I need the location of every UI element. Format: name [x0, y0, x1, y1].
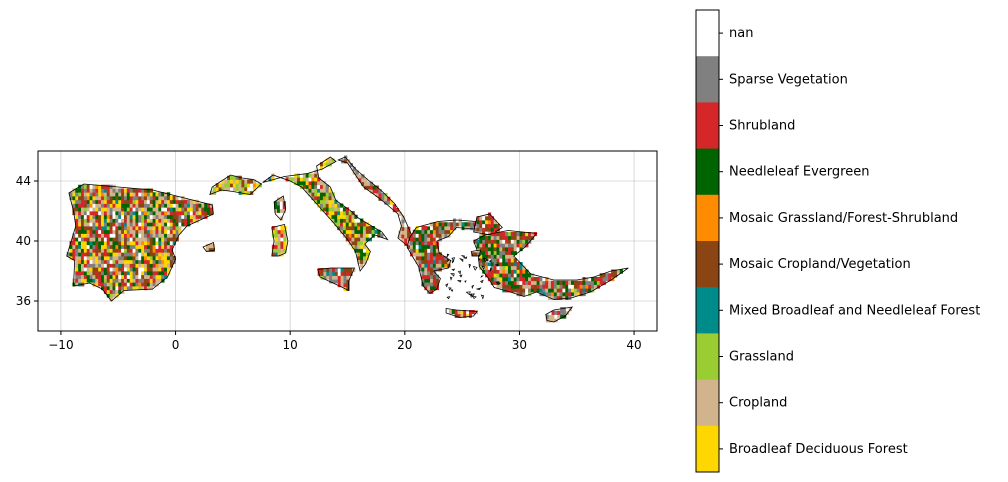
island-outline [494, 263, 499, 267]
island-outline [449, 276, 453, 281]
island-outline [481, 265, 485, 271]
land-region-corsica [273, 195, 287, 221]
island-outline [457, 270, 461, 275]
land-region-sardinia [271, 224, 289, 257]
colorbar-swatch [696, 425, 719, 473]
land-region-crete [445, 308, 479, 318]
x-tick-label: −10 [48, 338, 73, 352]
colorbar-swatch [696, 10, 719, 57]
island-outline [450, 273, 455, 277]
y-tick-label: 36 [16, 294, 31, 308]
colorbar-label: Needleleaf Evergreen [729, 165, 869, 180]
island-outline [457, 280, 462, 283]
x-tick-label: 20 [397, 338, 412, 352]
land-cover-raster [66, 155, 629, 323]
island-outline [488, 259, 492, 263]
land-region-france-south [209, 174, 263, 196]
y-tick-label: 44 [16, 174, 31, 188]
island-outline [469, 293, 472, 299]
island-outline [477, 254, 482, 258]
land-region-greece [406, 218, 477, 295]
colorbar-swatch [696, 194, 719, 242]
colorbar-labels: nan Sparse Vegetation Shrubland Needleleaf … [719, 26, 980, 457]
island-outline [475, 287, 482, 291]
island-outline [471, 293, 476, 298]
colorbar-swatch [696, 148, 719, 196]
colorbar-label: Shrubland [729, 119, 795, 134]
island-outline [480, 294, 485, 300]
island-outline [446, 253, 450, 258]
island-outline [471, 284, 475, 290]
island-outline [451, 260, 455, 264]
island-outline [472, 265, 478, 271]
y-axis: 36 40 44 [16, 174, 38, 308]
colorbar-swatch [696, 241, 719, 288]
island-outline [451, 257, 456, 262]
colorbar-label: Broadleaf Deciduous Forest [729, 442, 908, 457]
island-outline [446, 296, 451, 300]
island-outline [465, 291, 471, 296]
colorbar-frame [695, 9, 720, 473]
colorbar-label: Grassland [729, 350, 794, 365]
colorbar-label: Sparse Vegetation [729, 72, 848, 87]
x-tick-label: 0 [172, 338, 180, 352]
island-outline [459, 274, 463, 278]
x-tick-label: 30 [512, 338, 527, 352]
land-region-anatolia [473, 230, 629, 300]
x-tick-label: 40 [626, 338, 641, 352]
land-region-thrace [473, 212, 503, 236]
land-region-sicily [317, 267, 356, 292]
colorbar-label: nan [729, 26, 753, 41]
land-region-mallorca [202, 241, 215, 252]
colorbar-label: Mixed Broadleaf and Needleleaf Forest [729, 303, 980, 318]
colorbar-swatch [696, 333, 719, 381]
island-outline [471, 295, 477, 299]
island-outline [480, 275, 484, 279]
map-axes: −10 0 10 20 30 40 36 40 44 [16, 150, 658, 352]
land-region-iberia [66, 183, 214, 302]
colorbar-label: Mosaic Grassland/Forest-Shrubland [729, 211, 958, 226]
island-outline [489, 267, 493, 272]
island-outline [463, 256, 468, 259]
island-outline [445, 283, 449, 288]
island-outline [446, 258, 450, 263]
colorbar-swatches [696, 10, 719, 473]
land-region-italy [262, 156, 389, 272]
colorbar-label: Cropland [729, 396, 787, 411]
island-outline [484, 259, 489, 262]
colorbar: nan Sparse Vegetation Shrubland Needleleaf … [695, 9, 980, 473]
island-outline [450, 289, 454, 293]
land-region-cyprus [545, 306, 574, 323]
y-tick-label: 40 [16, 234, 31, 248]
island-outline [448, 287, 452, 291]
island-outline [480, 279, 484, 284]
colorbar-label: Mosaic Cropland/Vegetation [729, 257, 911, 272]
x-tick-label: 10 [283, 338, 298, 352]
island-outline [468, 263, 471, 269]
colorbar-swatch [696, 379, 719, 427]
island-outlines [445, 253, 502, 300]
colorbar-swatch [696, 102, 719, 150]
x-axis: −10 0 10 20 30 40 [48, 331, 642, 352]
island-outline [464, 280, 467, 283]
colorbar-swatch [696, 56, 719, 103]
island-outline [451, 268, 456, 272]
island-outline [460, 255, 466, 258]
island-outline [478, 258, 481, 262]
island-outline [459, 258, 464, 263]
colorbar-swatch [696, 287, 719, 334]
island-outline [496, 282, 502, 285]
